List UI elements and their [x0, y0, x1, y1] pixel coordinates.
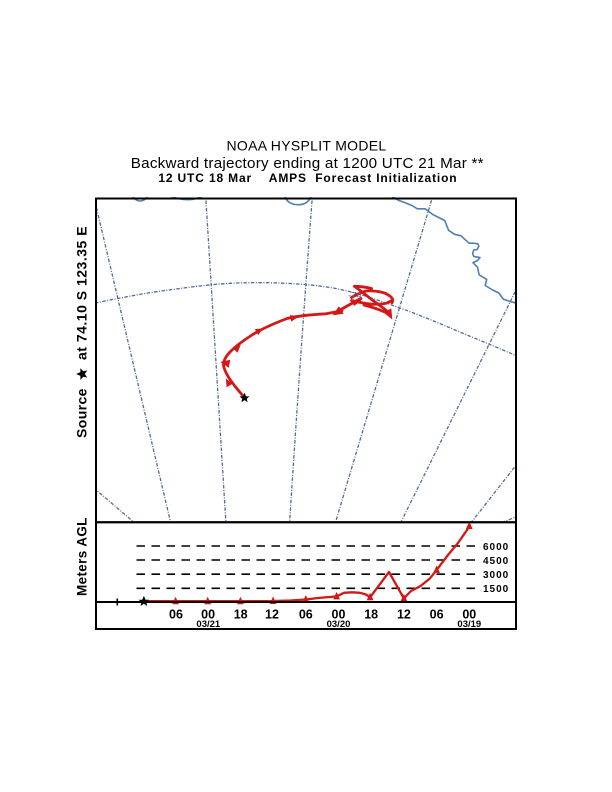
svg-text:00: 00	[332, 608, 346, 622]
svg-text:-74: -74	[348, 291, 362, 302]
svg-text:18: 18	[234, 608, 248, 622]
svg-text:Source: Source	[74, 388, 90, 438]
svg-text:06: 06	[169, 608, 183, 622]
svg-text:06: 06	[299, 608, 313, 622]
svg-text:00: 00	[462, 608, 476, 622]
svg-text:6000: 6000	[483, 542, 509, 553]
svg-text:03/21: 03/21	[196, 619, 220, 630]
svg-text:03/19: 03/19	[457, 619, 481, 630]
svg-text:NOAA HYSPLIT MODEL: NOAA HYSPLIT MODEL	[227, 138, 387, 154]
svg-text:3000: 3000	[483, 570, 509, 581]
svg-text:06: 06	[430, 608, 444, 622]
svg-text:Meters AGL: Meters AGL	[75, 517, 90, 596]
svg-text:03/20: 03/20	[327, 619, 351, 630]
svg-text:Backward trajectory ending at: Backward trajectory ending at 1200 UTC 2…	[131, 155, 484, 172]
svg-text:12: 12	[397, 608, 411, 622]
svg-text:18: 18	[364, 608, 378, 622]
svg-text:12: 12	[265, 608, 279, 622]
svg-text:00: 00	[201, 608, 215, 622]
svg-text:at 74.10 S 123.35 E: at 74.10 S 123.35 E	[74, 226, 90, 360]
svg-text:4500: 4500	[483, 556, 509, 567]
svg-text:12 UTC 18 Mar AMPS Forecas: 12 UTC 18 Mar AMPS Forecast Initializati…	[158, 171, 457, 185]
svg-text:1500: 1500	[483, 584, 509, 595]
